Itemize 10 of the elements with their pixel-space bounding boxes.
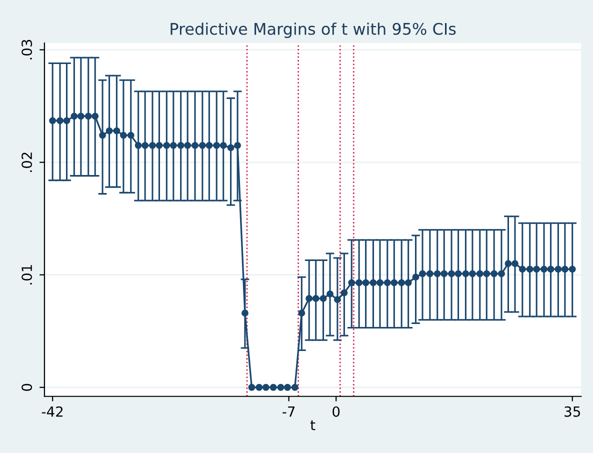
x-axis-title: t [310, 420, 316, 430]
y-tick-label: .03 [22, 40, 32, 60]
y-tick-label: 0 [22, 384, 32, 391]
x-tick-label: -7 [282, 406, 295, 417]
x-tick-label: -42 [42, 406, 63, 417]
x-tick-label: 0 [332, 406, 340, 417]
chart-title: Predictive Margins of t with 95% CIs [170, 22, 456, 38]
y-tick-label: .02 [22, 152, 32, 172]
x-tick-label: 35 [564, 406, 580, 417]
y-tick-label: .01 [22, 265, 32, 284]
